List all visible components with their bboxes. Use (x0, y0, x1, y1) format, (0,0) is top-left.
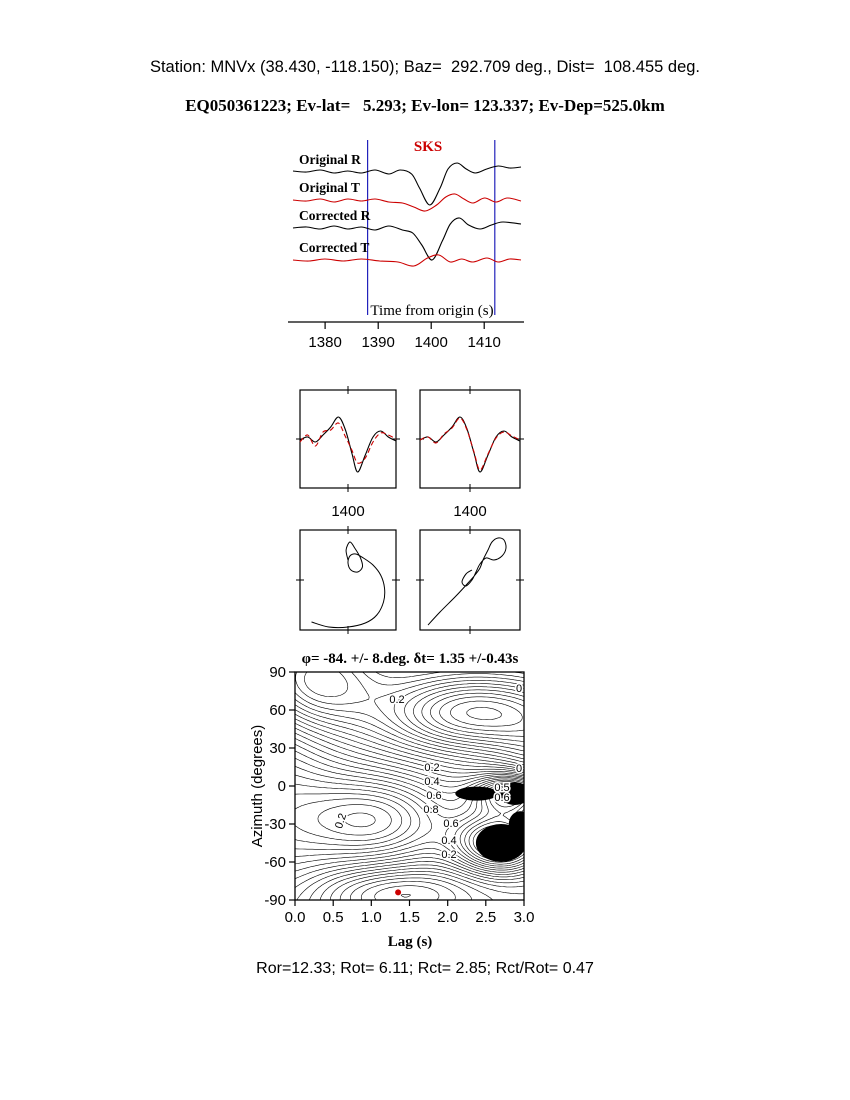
contour-value-label: 0.2 (424, 762, 439, 774)
time-axis-tick-label: 1380 (308, 334, 341, 351)
lag-tick-label: 0.5 (323, 909, 344, 926)
particle-motion-panel-corrected-particle-motion (419, 529, 521, 631)
trace-corrected-r (292, 217, 522, 261)
contour-level-line (450, 700, 523, 727)
contour-level-line (295, 787, 524, 863)
trace-label: Corrected T (299, 240, 369, 255)
contour-value-label: 0.2 (441, 849, 456, 861)
azimuth-tick-label: 90 (269, 664, 286, 681)
contour-filled-maximum (499, 782, 524, 805)
contour-value-label: 0 (516, 763, 522, 775)
contour-level-line (295, 709, 524, 900)
contour-filled-maximum (455, 786, 499, 801)
contour-title: φ= -84. +/- 8.deg. δt= 1.35 +/-0.43s (302, 651, 519, 667)
comparison-xtick-label: 1400 (453, 503, 486, 520)
lag-tick-label: 1.5 (399, 909, 420, 926)
azimuth-tick-label: 60 (269, 702, 286, 719)
after-correction-slow-component (419, 417, 521, 471)
contour-filled-maximum (508, 811, 524, 837)
contour-level-line (295, 672, 524, 763)
contour-level-line (421, 689, 524, 742)
azimuth-tick-label: -30 (264, 816, 286, 833)
trace-label: Original R (299, 152, 361, 167)
comparison-xtick-label: 1400 (331, 503, 364, 520)
lag-tick-label: 1.0 (361, 909, 382, 926)
trace-label: Original T (299, 180, 360, 195)
lag-tick-label: 2.0 (437, 909, 458, 926)
time-axis-tick-label: 1390 (361, 334, 394, 351)
contour-level-line (295, 672, 524, 760)
contour-value-label: 0.8 (423, 804, 438, 816)
before-correction-slow-component (299, 422, 397, 464)
phase-label-sks: SKS (414, 139, 442, 155)
contour-level-line (295, 718, 524, 900)
contour-value-label: 0.5 (494, 782, 509, 794)
lag-tick-label: 3.0 (514, 909, 535, 926)
contour-level-line (295, 723, 524, 900)
trace-original-r (292, 162, 522, 206)
contour-level-line (295, 744, 524, 888)
contour-level-line (413, 686, 524, 747)
contour-level-line (404, 683, 524, 752)
azimuth-tick-label: -90 (264, 892, 286, 909)
time-axis-tick-label: 1400 (415, 334, 448, 351)
contour-value-label: 0.2 (333, 812, 349, 830)
lag-tick-label: 2.5 (475, 909, 496, 926)
contour-filled-maximum (475, 824, 524, 862)
trace-label: Corrected R (299, 208, 371, 223)
contour-level-line (466, 707, 502, 720)
trace-corrected-t (292, 254, 522, 267)
contour-level-line (295, 732, 524, 900)
contour-value-label: 0 (516, 683, 522, 695)
before-correction-fast-component (299, 416, 397, 473)
time-axis-label: Time from origin (s) (370, 303, 493, 319)
contour-level-line (430, 692, 524, 737)
contour-value-label: 0.4 (441, 835, 456, 847)
azimuth-tick-label: 0 (278, 778, 286, 795)
contour-value-label: 0.6 (443, 818, 458, 830)
contour-level-line (304, 672, 524, 756)
lag-axis-label: Lag (s) (388, 934, 433, 950)
station-title: Station: MNVx (38.430, -118.150); Baz= 2… (149, 58, 701, 76)
lag-tick-label: 0.0 (285, 909, 306, 926)
time-axis-tick-label: 1410 (468, 334, 501, 351)
contour-level-line (295, 704, 524, 900)
contour-value-label: 0.4 (424, 776, 439, 788)
azimuth-tick-label: -60 (264, 854, 286, 871)
event-title: EQ050361223; Ev-lat= 5.293; Ev-lon= 123.… (185, 96, 665, 115)
contour-value-label: 0.6 (494, 792, 509, 804)
contour-level-line (295, 713, 524, 900)
trace-original-t (292, 193, 522, 212)
azimuth-axis-label: Azimuth (degrees) (249, 725, 266, 848)
contour-value-label: 0.6 (426, 790, 441, 802)
azimuth-tick-label: 30 (269, 740, 286, 757)
corrected-particle-motion-path (427, 537, 507, 626)
contour-field (295, 672, 524, 900)
after-correction-fast-component (419, 416, 521, 473)
contour-level-line (439, 696, 524, 732)
ratio-footer: Ror=12.33; Rot= 6.11; Rct= 2.85; Rct/Rot… (256, 960, 594, 977)
best-solution-dot (395, 889, 402, 896)
contour-value-label: 0.2 (389, 694, 404, 706)
original-particle-motion-path (311, 541, 386, 629)
contour-level-line (295, 727, 524, 900)
